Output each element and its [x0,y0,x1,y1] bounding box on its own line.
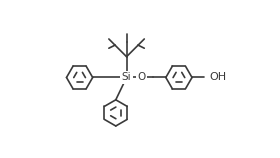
Text: Si: Si [122,73,131,82]
Text: O: O [138,73,146,82]
Text: OH: OH [210,73,227,82]
